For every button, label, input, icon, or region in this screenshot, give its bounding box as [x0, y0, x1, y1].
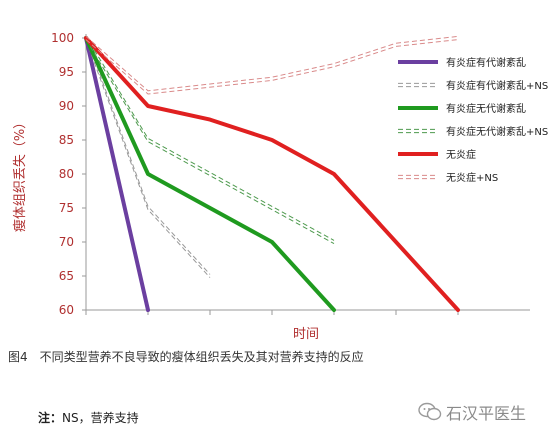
legend-label: 有炎症无代谢紊乱 [446, 102, 526, 115]
legend-label: 有炎症无代谢紊乱+NS [446, 125, 548, 138]
y-tick-label: 100 [51, 31, 74, 45]
series-line [84, 36, 460, 312]
watermark: 石汉平医生 [418, 400, 526, 424]
series-line [85, 39, 335, 245]
y-tick-label: 60 [59, 303, 74, 317]
legend-label: 无炎症 [446, 148, 476, 161]
legend-label: 无炎症+NS [446, 171, 498, 184]
series-line [85, 36, 335, 241]
series-line [84, 36, 150, 312]
y-tick-label: 80 [59, 167, 74, 181]
watermark-text: 石汉平医生 [446, 404, 527, 423]
footnote-text: NS，营养支持 [62, 411, 139, 425]
series-line [85, 39, 211, 278]
series-line [85, 35, 459, 92]
y-axis-ticks: 60 65 70 75 80 85 90 95 100 [51, 31, 86, 317]
y-axis-label: 瘦体组织丢失（%） [12, 116, 28, 232]
x-axis-label: 时间 [293, 327, 319, 342]
footnote: 注：NS，营养支持 [38, 409, 139, 426]
figure-caption: 图4 不同类型营养不良导致的瘦体组织丢失及其对营养支持的反应 [8, 350, 364, 364]
legend-label: 有炎症有代谢紊乱 [446, 56, 526, 69]
y-tick-label: 85 [59, 133, 74, 147]
legend-label: 有炎症有代谢紊乱+NS [446, 79, 548, 92]
y-tick-label: 90 [59, 99, 74, 113]
series-line [85, 36, 211, 275]
footnote-label: 注： [38, 411, 63, 425]
wechat-icon [418, 402, 442, 421]
y-tick-label: 65 [59, 269, 74, 283]
y-tick-label: 95 [59, 65, 74, 79]
series-line [84, 36, 336, 312]
y-tick-label: 70 [59, 235, 74, 249]
series-line [85, 39, 459, 95]
series-lines [84, 35, 460, 312]
y-tick-label: 75 [59, 201, 74, 215]
